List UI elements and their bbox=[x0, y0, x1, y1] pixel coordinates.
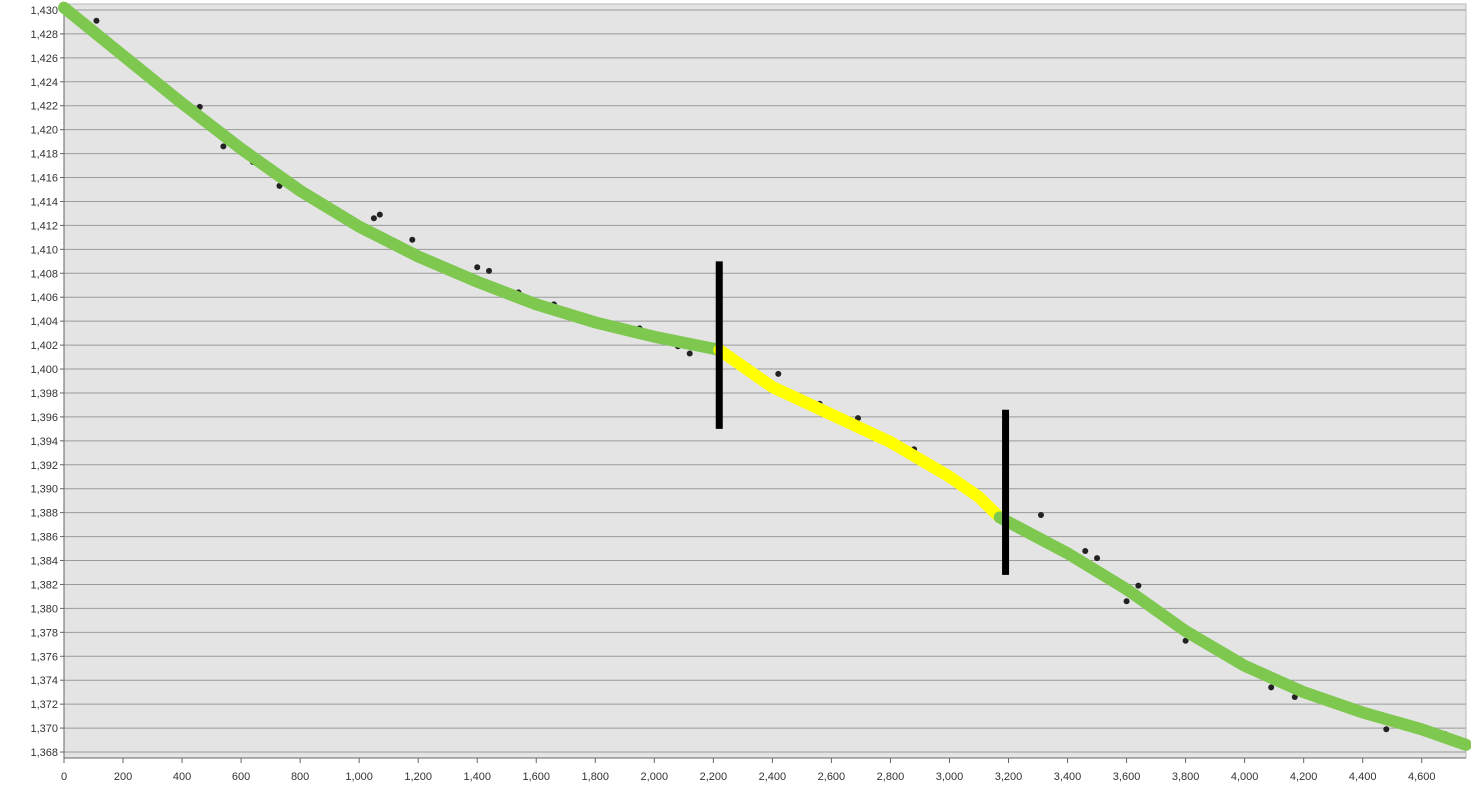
segment-markers bbox=[715, 261, 1010, 575]
y-tick-label: 1,426 bbox=[30, 53, 58, 65]
x-tick-label: 3,800 bbox=[1172, 771, 1200, 783]
y-tick-label: 1,372 bbox=[30, 699, 58, 711]
x-axis: 0 200 400 600 800 1,000 1,200 1,400 1,600 1,800 2,… bbox=[61, 757, 1466, 783]
x-tick-label: 3,600 bbox=[1113, 771, 1141, 783]
y-tick-label: 1,382 bbox=[30, 579, 58, 591]
raw-data-point bbox=[1182, 637, 1189, 644]
y-tick-label: 1,404 bbox=[30, 316, 58, 328]
raw-data-point bbox=[93, 17, 100, 24]
series-line-1 bbox=[58, 1, 726, 356]
x-tick-label: 4,000 bbox=[1231, 771, 1259, 783]
raw-data-point bbox=[1123, 598, 1130, 605]
y-tick-label: 1,422 bbox=[30, 101, 58, 113]
raw-data-point bbox=[220, 143, 227, 150]
series-line-3 bbox=[993, 511, 1471, 751]
x-tick-label: 1,000 bbox=[345, 771, 373, 783]
x-tick-label: 400 bbox=[173, 771, 191, 783]
grid-lines bbox=[64, 9, 1466, 753]
raw-data-point bbox=[370, 215, 377, 222]
x-tick-label: 2,600 bbox=[818, 771, 846, 783]
raw-data-point bbox=[376, 211, 383, 218]
y-tick-label: 1,376 bbox=[30, 651, 58, 663]
x-tick-label: 3,000 bbox=[936, 771, 964, 783]
y-tick-label: 1,394 bbox=[30, 436, 58, 448]
y-tick-label: 1,388 bbox=[30, 508, 58, 520]
raw-data-point bbox=[1135, 582, 1142, 589]
y-tick-label: 1,392 bbox=[30, 460, 58, 472]
y-tick-label: 1,400 bbox=[30, 364, 58, 376]
y-tick-label: 1,420 bbox=[30, 125, 58, 137]
y-tick-label: 1,428 bbox=[30, 29, 58, 41]
x-tick-label: 0 bbox=[61, 771, 67, 783]
y-tick-label: 1,380 bbox=[30, 603, 58, 615]
y-tick-label: 1,430 bbox=[30, 5, 58, 17]
raw-data-point bbox=[486, 267, 493, 274]
x-tick-label: 4,600 bbox=[1408, 771, 1436, 783]
x-tick-label: 2,000 bbox=[641, 771, 669, 783]
x-tick-label: 4,400 bbox=[1349, 771, 1377, 783]
y-tick-label: 1,424 bbox=[30, 77, 58, 89]
y-tick-label: 1,408 bbox=[30, 268, 58, 280]
x-tick-label: 1,200 bbox=[404, 771, 432, 783]
x-tick-label: 3,200 bbox=[995, 771, 1023, 783]
x-tick-label: 800 bbox=[291, 771, 309, 783]
raw-data-point bbox=[1082, 547, 1089, 554]
y-tick-label: 1,378 bbox=[30, 627, 58, 639]
x-tick-label: 2,800 bbox=[877, 771, 905, 783]
x-tick-label: 600 bbox=[232, 771, 250, 783]
y-tick-label: 1,414 bbox=[30, 196, 58, 208]
y-tick-label: 1,368 bbox=[30, 747, 58, 759]
y-tick-label: 1,386 bbox=[30, 532, 58, 544]
y-tick-label: 1,390 bbox=[30, 484, 58, 496]
x-tick-label: 1,600 bbox=[522, 771, 550, 783]
raw-data-point bbox=[775, 370, 782, 377]
raw-data-point bbox=[1268, 684, 1275, 691]
y-tick-label: 1,412 bbox=[30, 220, 58, 232]
x-tick-label: 1,800 bbox=[582, 771, 610, 783]
raw-data-point bbox=[686, 350, 693, 357]
y-tick-label: 1,410 bbox=[30, 244, 58, 256]
x-tick-label: 1,400 bbox=[463, 771, 491, 783]
y-tick-label: 1,402 bbox=[30, 340, 58, 352]
x-tick-label: 3,400 bbox=[1054, 771, 1082, 783]
raw-data-point bbox=[1383, 726, 1390, 733]
raw-data-point bbox=[474, 264, 481, 271]
series-line-2 bbox=[713, 343, 1006, 524]
y-tick-label: 1,396 bbox=[30, 412, 58, 424]
raw-data-point bbox=[1094, 555, 1101, 562]
raw-data-point bbox=[1037, 512, 1044, 519]
raw-data-point bbox=[409, 236, 416, 243]
y-tick-label: 1,418 bbox=[30, 149, 58, 161]
y-tick-label: 1,416 bbox=[30, 173, 58, 185]
y-tick-label: 1,406 bbox=[30, 292, 58, 304]
fitted-series bbox=[58, 1, 1471, 751]
y-axis: 1,368 1,370 1,372 1,374 1,376 1,378 1,380 1,382… bbox=[30, 4, 65, 759]
x-tick-label: 200 bbox=[114, 771, 132, 783]
y-tick-label: 1,370 bbox=[30, 723, 58, 735]
x-tick-label: 2,200 bbox=[700, 771, 728, 783]
y-tick-label: 1,398 bbox=[30, 388, 58, 400]
x-tick-label: 2,400 bbox=[759, 771, 787, 783]
x-tick-label: 4,200 bbox=[1290, 771, 1318, 783]
y-tick-label: 1,384 bbox=[30, 556, 58, 568]
y-tick-label: 1,374 bbox=[30, 675, 58, 687]
